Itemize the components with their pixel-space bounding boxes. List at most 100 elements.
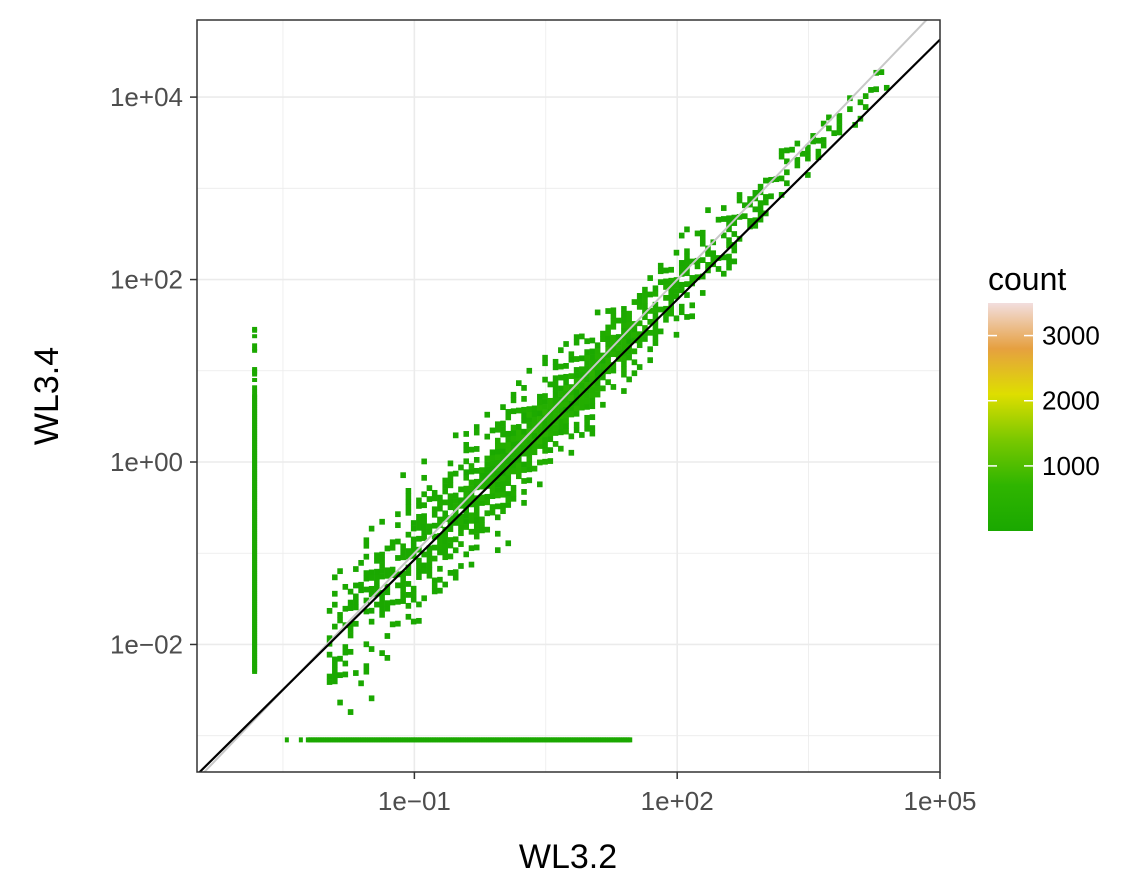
bin-cell — [589, 337, 596, 344]
bin-cell — [510, 430, 517, 436]
bin-cell — [332, 601, 338, 608]
bin-cell — [363, 570, 370, 577]
bin-cell — [437, 565, 443, 572]
bin-cell — [594, 386, 601, 392]
bin-cell — [452, 547, 459, 554]
bin-cell — [431, 577, 438, 584]
bin-cell — [705, 207, 711, 214]
bin-cell — [389, 544, 396, 551]
bin-cell — [342, 605, 349, 612]
bin-cell — [568, 389, 575, 396]
bin-cell — [426, 523, 433, 530]
bin-cell — [421, 595, 427, 602]
bin-cell — [479, 500, 485, 506]
bin-cell — [642, 292, 648, 299]
bin-cell — [463, 507, 469, 514]
bin-cell — [663, 267, 669, 274]
bin-cell — [421, 491, 427, 498]
bin-cell — [573, 339, 580, 346]
bin-cell — [563, 395, 569, 402]
bin-cell — [363, 668, 370, 675]
bin-cell — [437, 516, 443, 523]
bin-cell — [437, 538, 443, 545]
bin-cell — [505, 409, 512, 415]
bin-cell — [516, 467, 522, 474]
bin-cell — [479, 478, 485, 484]
bin-cell — [489, 509, 496, 516]
y-tick-label: 1e+02 — [110, 265, 183, 295]
bin-cell — [615, 317, 622, 324]
bin-cell — [663, 316, 669, 323]
bin-cell — [605, 308, 611, 314]
bin-cell — [731, 247, 738, 254]
bin-cell — [358, 559, 364, 566]
bin-cell — [810, 133, 816, 139]
bin-cell — [558, 423, 564, 430]
bin-cell — [400, 581, 406, 588]
bin-cell — [500, 453, 506, 460]
bin-cell — [426, 550, 433, 557]
bin-cell — [678, 260, 685, 266]
bin-cell — [442, 543, 448, 550]
bin-cell — [636, 342, 643, 349]
bin-cell — [673, 249, 680, 256]
bin-cell — [405, 493, 412, 500]
bin-cell — [663, 278, 669, 285]
bin-cell — [384, 567, 391, 574]
bin-cell — [621, 366, 627, 373]
bin-cell — [573, 394, 580, 401]
bin-cell — [805, 144, 811, 151]
bin-cell — [510, 495, 517, 502]
bin-cell — [757, 216, 764, 223]
bin-cell — [368, 607, 375, 614]
bin-cell — [479, 494, 485, 501]
reference-lines — [198, 20, 940, 772]
bin-cell — [363, 553, 370, 560]
bin-cell — [547, 458, 554, 464]
bin-cell — [384, 655, 391, 661]
bin-cell — [384, 572, 391, 579]
bin-cell — [636, 331, 643, 338]
bin-cell — [426, 567, 433, 574]
bin-cell — [558, 407, 564, 414]
bin-cell — [542, 398, 548, 405]
bin-cell — [505, 436, 512, 443]
bin-cell — [416, 513, 422, 520]
bin-cell — [458, 497, 464, 504]
bin-cell — [405, 548, 412, 554]
bin-cell — [347, 709, 354, 715]
bin-cell — [374, 574, 380, 581]
bin-cell — [642, 303, 648, 310]
bin-cell — [494, 481, 501, 488]
bin-cell — [363, 597, 370, 604]
bin-cell — [684, 281, 690, 288]
bin-cell — [626, 338, 632, 344]
bin-cell — [379, 518, 385, 525]
bin-cell — [347, 648, 354, 655]
bin-cell — [689, 258, 696, 265]
bin-cell — [784, 147, 790, 154]
bin-cell — [558, 402, 564, 408]
bin-cell — [447, 482, 454, 489]
bin-cell — [505, 447, 512, 454]
bin-cell — [715, 266, 722, 272]
bin-cell — [647, 346, 653, 353]
bin-cell — [694, 263, 701, 270]
bin-cell — [437, 505, 443, 512]
bin-cell — [342, 583, 349, 590]
bin-cell — [605, 368, 611, 375]
bin-cell — [815, 154, 822, 161]
legend-colorbar — [988, 303, 1033, 531]
bin-cell — [431, 588, 438, 595]
bin-cell — [416, 497, 422, 504]
bin-cell — [747, 196, 753, 202]
bin-cell — [400, 570, 406, 577]
bin-cell — [463, 447, 469, 454]
bin-cell — [342, 671, 349, 678]
bin-cell — [699, 290, 706, 296]
bin-cell — [505, 441, 512, 448]
bin-cell — [437, 549, 443, 556]
bin-cell — [400, 587, 406, 594]
bin-cell — [431, 522, 438, 529]
bin-cell — [742, 213, 748, 220]
